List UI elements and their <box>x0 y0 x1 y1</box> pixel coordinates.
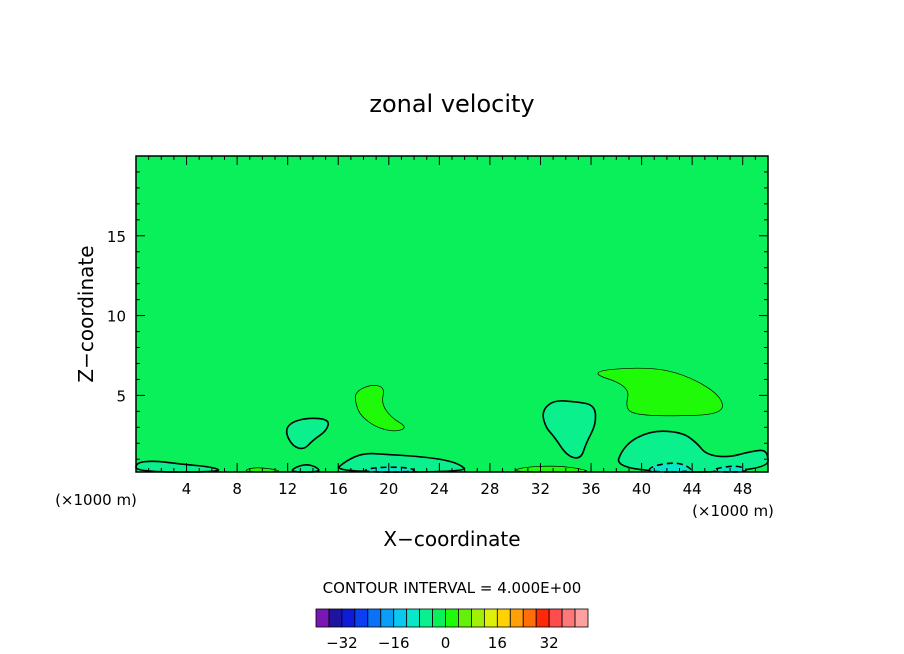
x-unit-left: (×1000 m) <box>55 491 137 509</box>
contour-regions <box>135 367 769 473</box>
colorbar-swatch <box>509 608 524 628</box>
chart-title: zonal velocity <box>369 90 534 118</box>
colorbar-swatch <box>496 608 511 628</box>
contour-region <box>648 462 692 473</box>
x-tick-label: 40 <box>632 480 651 498</box>
contour-region <box>515 465 587 473</box>
contour-region <box>338 452 465 473</box>
x-tick-label: 20 <box>379 480 398 498</box>
contour-region <box>597 367 723 417</box>
colorbar-swatch <box>535 608 550 628</box>
colorbar-swatch <box>341 608 356 628</box>
x-tick-label: 48 <box>733 480 752 498</box>
x-tick-label: 44 <box>683 480 702 498</box>
colorbar-swatch <box>419 608 433 628</box>
colorbar <box>315 608 589 628</box>
x-tick-label: 8 <box>232 480 242 498</box>
colorbar-swatch <box>354 608 369 628</box>
contour-region <box>542 400 597 459</box>
y-tick-label: 15 <box>107 228 126 246</box>
x-axis-label: X−coordinate <box>383 527 520 551</box>
colorbar-swatch <box>548 608 563 628</box>
contour-interval-label: CONTOUR INTERVAL = 4.000E+00 <box>323 579 582 597</box>
colorbar-tick-label: −16 <box>378 634 410 652</box>
y-tick-label: 5 <box>116 387 126 405</box>
colorbar-labels: −32 −16 0 16 32 <box>326 634 559 652</box>
contour-region <box>354 385 405 432</box>
contour-region <box>291 464 320 473</box>
colorbar-swatch <box>445 608 459 628</box>
colorbar-swatch <box>561 608 576 628</box>
colorbar-swatch <box>367 608 382 628</box>
x-unit-right: (×1000 m) <box>692 502 774 520</box>
plot-background <box>136 156 768 472</box>
colorbar-swatch <box>393 608 408 628</box>
contour-region <box>285 417 330 450</box>
colorbar-swatch <box>483 608 498 628</box>
colorbar-swatch <box>458 608 472 628</box>
axis-ticks <box>135 155 769 472</box>
colorbar-swatch <box>432 608 446 628</box>
colorbar-swatch <box>315 608 330 628</box>
x-tick-label: 24 <box>430 480 449 498</box>
x-tick-label: 4 <box>182 480 192 498</box>
y-tick-labels: 5 10 15 <box>107 228 126 406</box>
y-tick-label: 10 <box>107 308 126 326</box>
colorbar-tick-label: −32 <box>326 634 358 652</box>
x-tick-label: 36 <box>581 480 600 498</box>
colorbar-swatch <box>328 608 343 628</box>
colorbar-tick-label: 0 <box>441 634 451 652</box>
x-tick-label: 12 <box>278 480 297 498</box>
colorbar-swatch <box>406 608 421 628</box>
colorbar-tick-label: 32 <box>540 634 559 652</box>
colorbar-swatch <box>522 608 537 628</box>
colorbar-swatch <box>380 608 395 628</box>
x-tick-label: 28 <box>480 480 499 498</box>
x-tick-label: 16 <box>329 480 348 498</box>
x-tick-labels: 4 8 12 16 20 24 28 32 36 40 44 48 <box>182 480 752 498</box>
plot-area <box>135 155 769 473</box>
x-tick-label: 32 <box>531 480 550 498</box>
colorbar-swatch <box>471 608 485 628</box>
colorbar-tick-label: 16 <box>488 634 507 652</box>
contour-region <box>617 430 769 473</box>
y-axis-label: Z−coordinate <box>74 245 98 382</box>
colorbar-swatch <box>574 608 589 628</box>
